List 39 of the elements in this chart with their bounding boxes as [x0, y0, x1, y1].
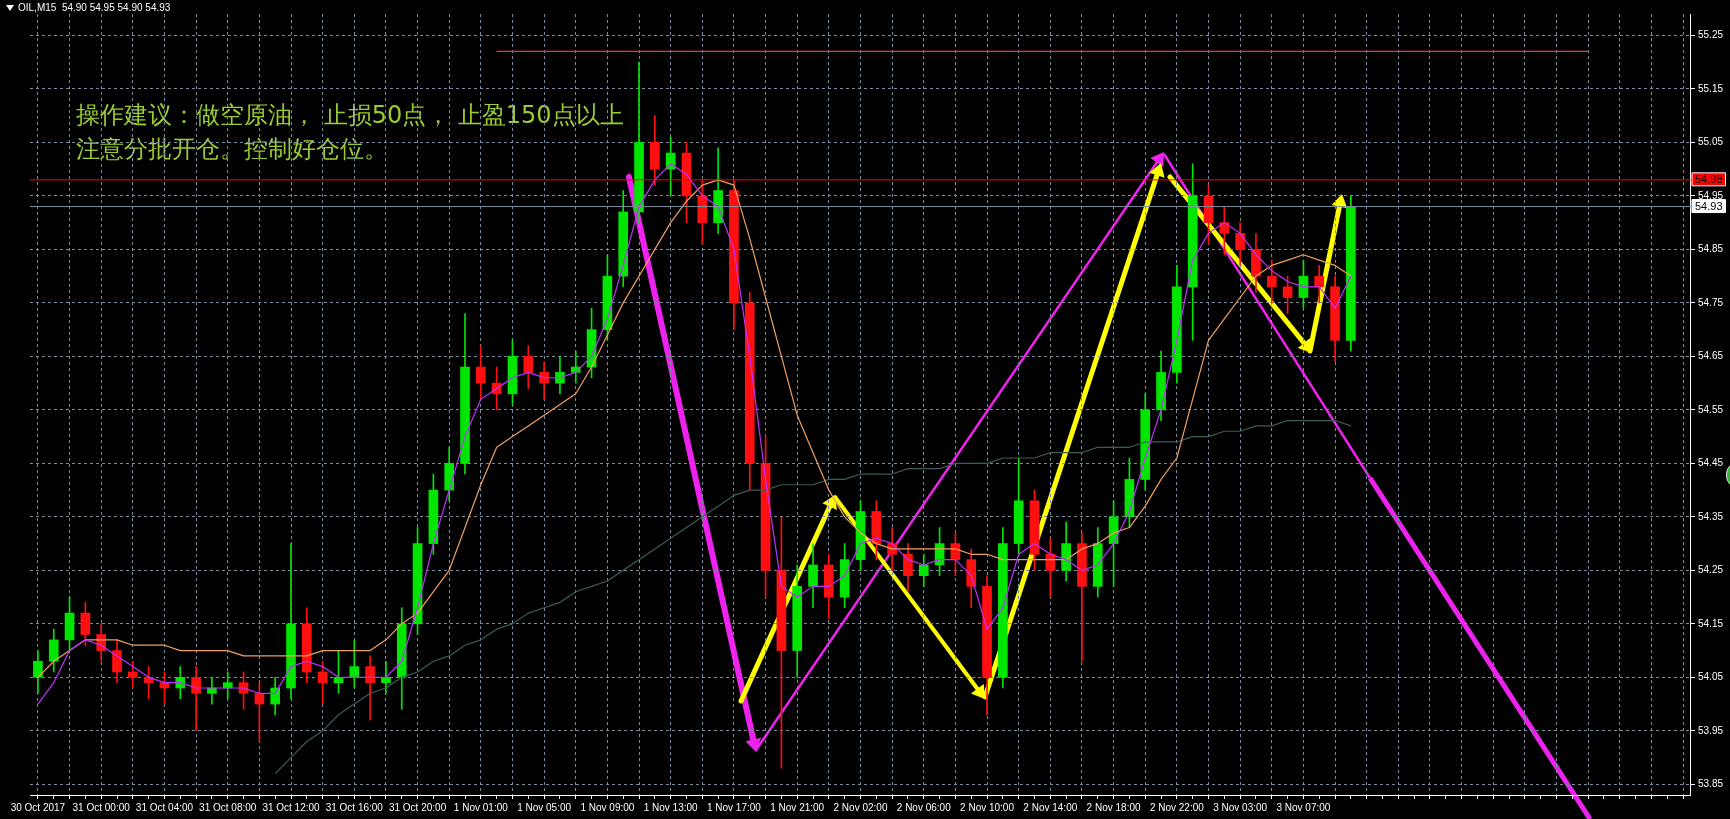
y-tick-label: 55.15	[1697, 82, 1724, 94]
x-tick-label: 1 Nov 09:00	[580, 801, 635, 813]
x-tick-label: 1 Nov 13:00	[643, 801, 699, 813]
x-tick-label: 1 Nov 05:00	[517, 801, 572, 813]
y-tick-label: 54.05	[1697, 671, 1724, 683]
x-tick-label: 31 Oct 04:00	[135, 801, 194, 813]
ref-line-label: 54.93	[1694, 199, 1723, 212]
x-tick-label: 2 Nov 18:00	[1086, 801, 1141, 813]
x-tick-label: 3 Nov 07:00	[1276, 801, 1331, 813]
x-tick-label: 30 Oct 2017	[10, 801, 66, 813]
x-tick-label: 1 Nov 21:00	[770, 801, 825, 813]
y-tick-label: 54.65	[1697, 350, 1724, 362]
y-tick-label: 54.85	[1697, 243, 1724, 255]
x-tick-label: 3 Nov 03:00	[1213, 801, 1268, 813]
y-tick-label: 54.55	[1697, 403, 1724, 415]
x-tick-label: 2 Nov 14:00	[1023, 801, 1078, 813]
y-tick-label: 54.15	[1697, 617, 1724, 629]
y-tick-label: 55.05	[1697, 136, 1724, 148]
x-tick-label: 2 Nov 10:00	[960, 801, 1015, 813]
ref-line-label: 54.98	[1694, 172, 1723, 185]
x-tick-label: 31 Oct 00:00	[72, 801, 131, 813]
y-tick-label: 54.25	[1697, 564, 1724, 576]
x-tick-label: 31 Oct 08:00	[199, 801, 257, 813]
x-tick-label: 1 Nov 17:00	[706, 801, 762, 813]
y-tick-label: 54.95	[1697, 189, 1724, 201]
x-tick-label: 2 Nov 06:00	[896, 801, 952, 813]
x-tick-label: 31 Oct 20:00	[388, 801, 447, 813]
x-tick-label: 31 Oct 12:00	[262, 801, 321, 813]
y-tick-label: 55.25	[1697, 29, 1724, 41]
x-tick-label: 1 Nov 01:00	[453, 801, 509, 813]
chart-title: OIL,M15 54.90 54.95 54.90 54.93	[18, 2, 171, 13]
x-tick-label: 31 Oct 16:00	[325, 801, 384, 813]
x-tick-label: 2 Nov 22:00	[1149, 801, 1205, 813]
y-tick-label: 53.85	[1697, 778, 1724, 790]
y-tick-label: 53.95	[1697, 724, 1724, 736]
y-tick-label: 54.45	[1697, 457, 1724, 469]
y-tick-label: 54.75	[1697, 296, 1724, 308]
x-tick-label: 2 Nov 02:00	[833, 801, 888, 813]
y-tick-label: 54.35	[1697, 510, 1724, 522]
